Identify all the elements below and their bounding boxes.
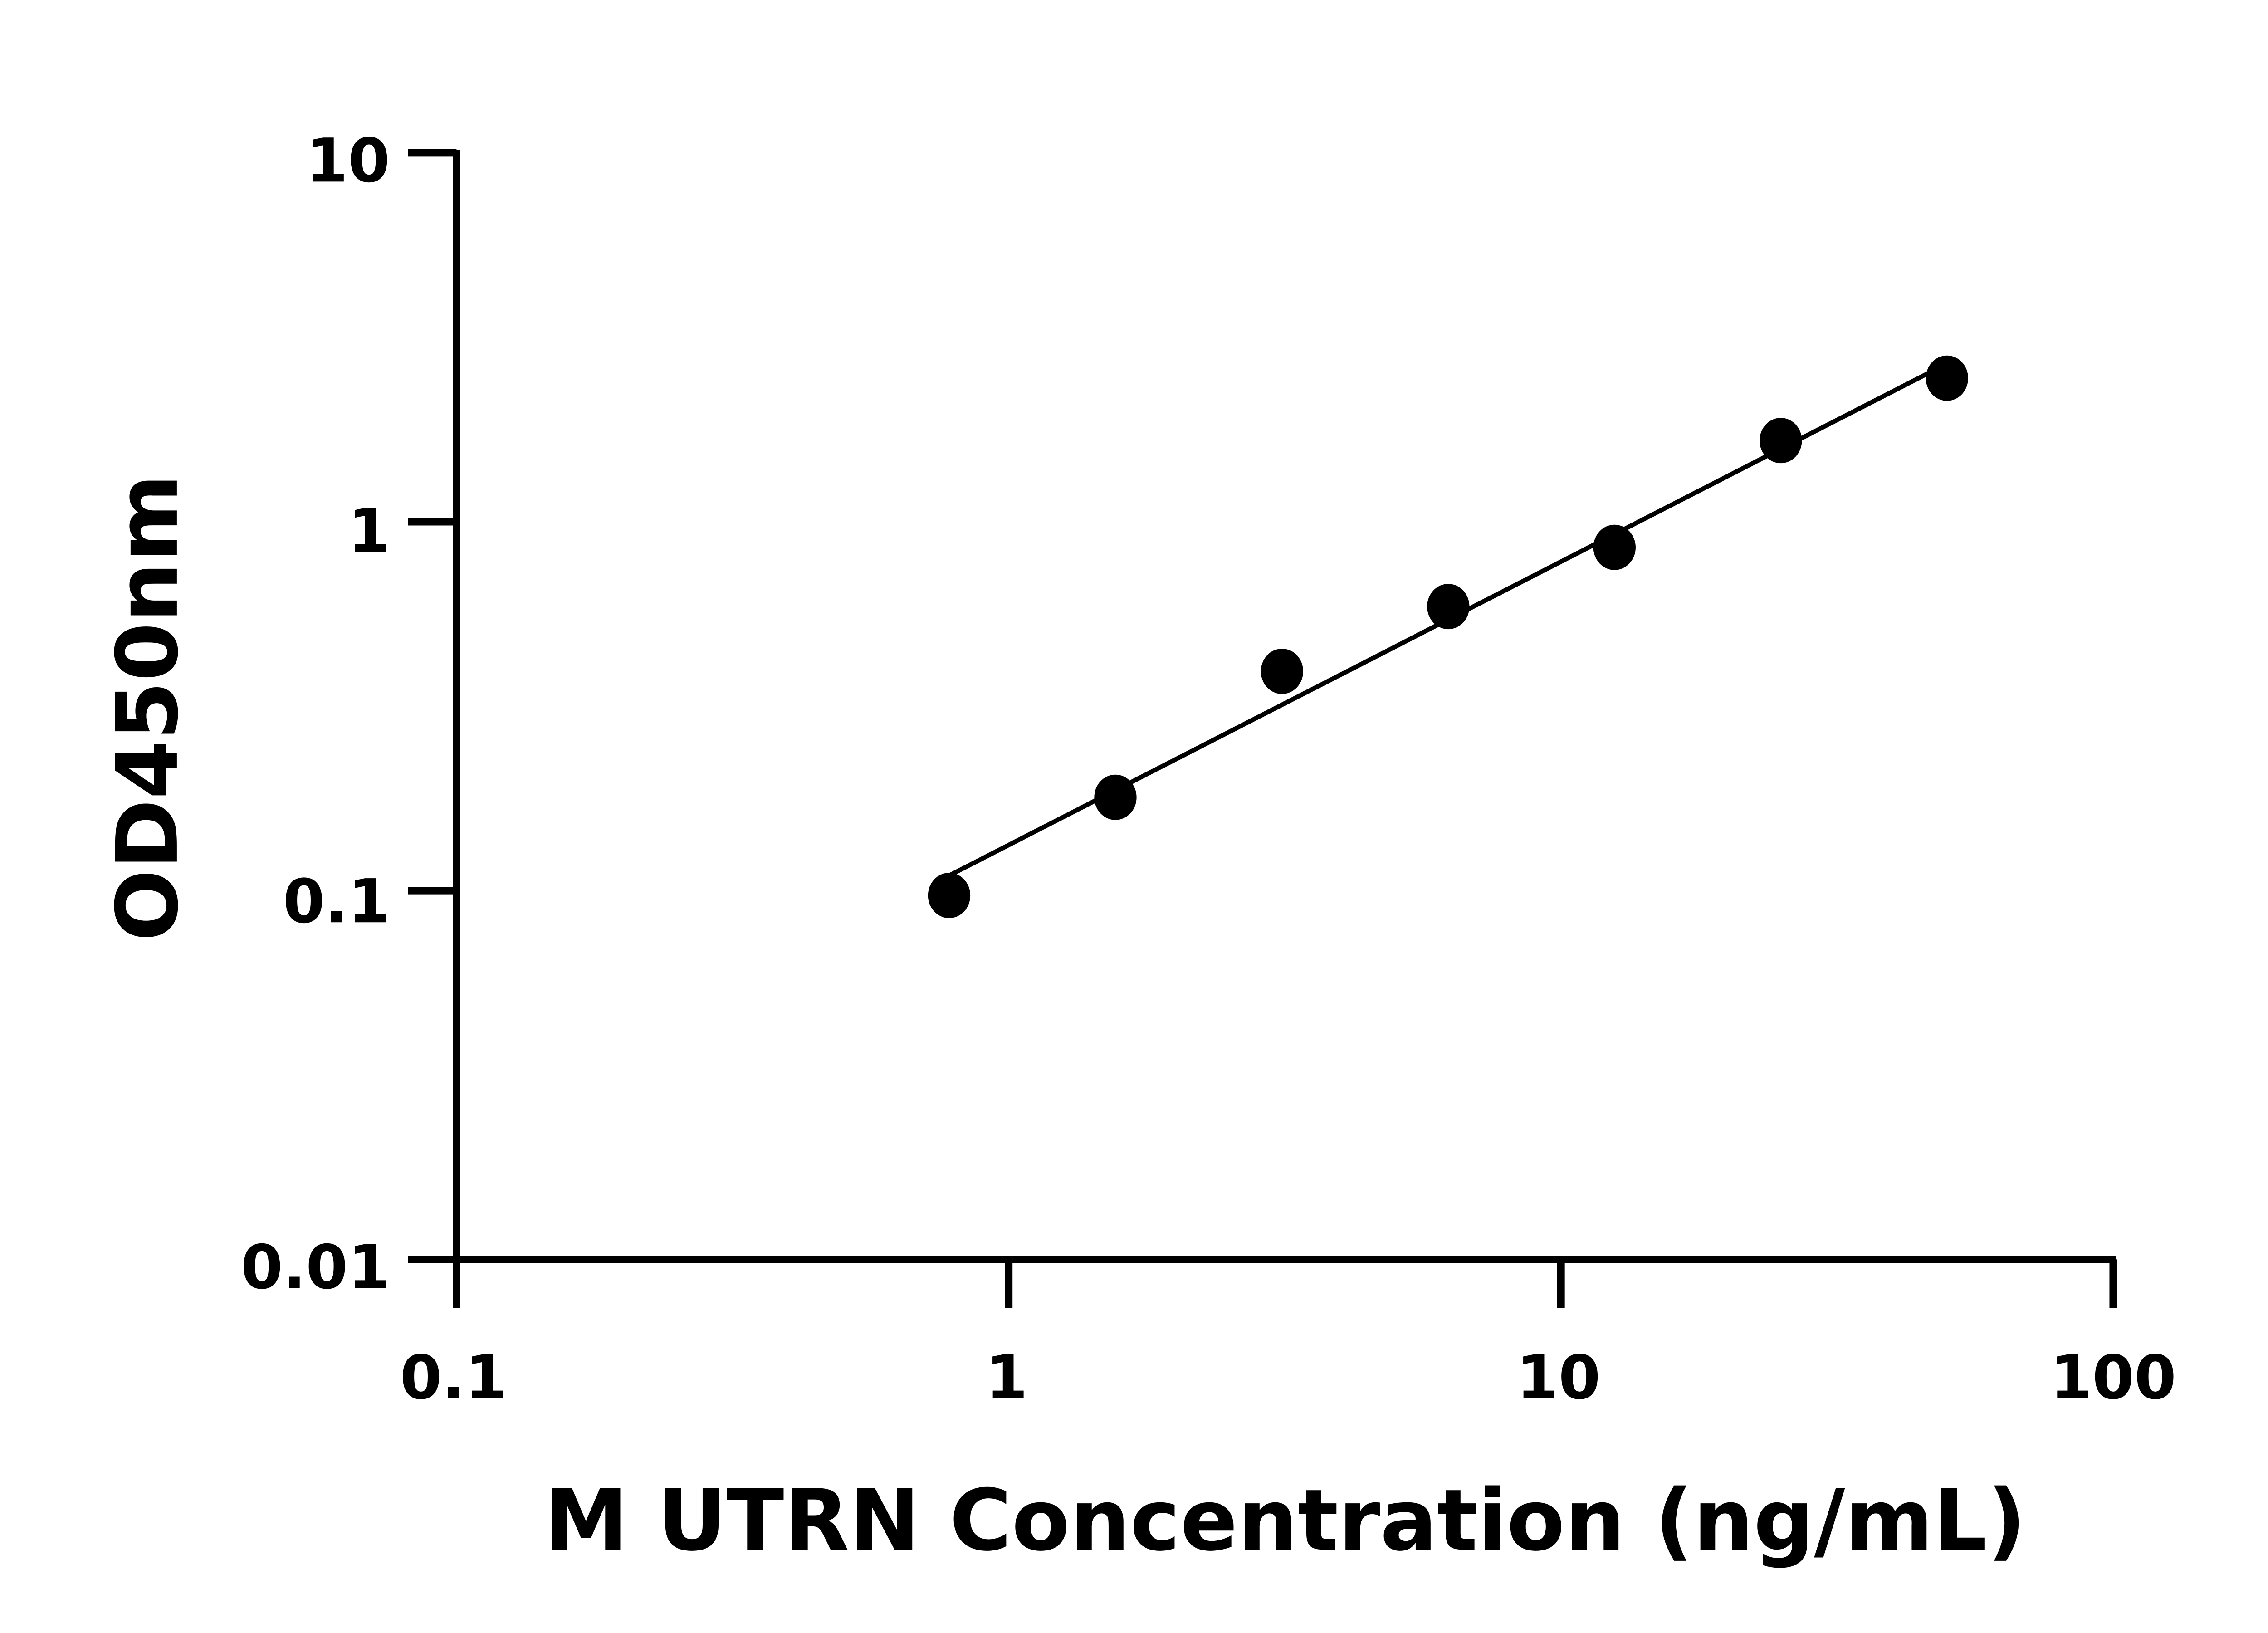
y-tick-label: 10 (306, 126, 390, 196)
x-axis-label: M UTRN Concentration (ng/mL) (544, 1472, 2026, 1570)
data-point (1094, 774, 1137, 820)
data-point (1760, 418, 1802, 464)
tick-labels: 0.1 1 10 100 0.01 0.1 1 10 (241, 126, 2176, 1413)
data-points (928, 355, 1968, 919)
x-tick-label: 0.1 (400, 1343, 507, 1413)
x-tick-label: 1 (986, 1343, 1028, 1413)
y-tick-label: 1 (348, 496, 390, 567)
x-tick-label: 10 (1516, 1343, 1600, 1413)
data-point (1427, 584, 1470, 630)
axes (408, 149, 2117, 1308)
data-point (928, 873, 971, 919)
x-tick-label: 100 (2050, 1343, 2176, 1413)
data-point (1926, 355, 1968, 401)
y-tick-label: 0.1 (283, 866, 390, 937)
data-point (1261, 648, 1303, 694)
y-tick-label: 0.01 (241, 1232, 390, 1303)
data-point (1593, 524, 1636, 570)
y-axis-label: OD450nm (99, 474, 197, 941)
